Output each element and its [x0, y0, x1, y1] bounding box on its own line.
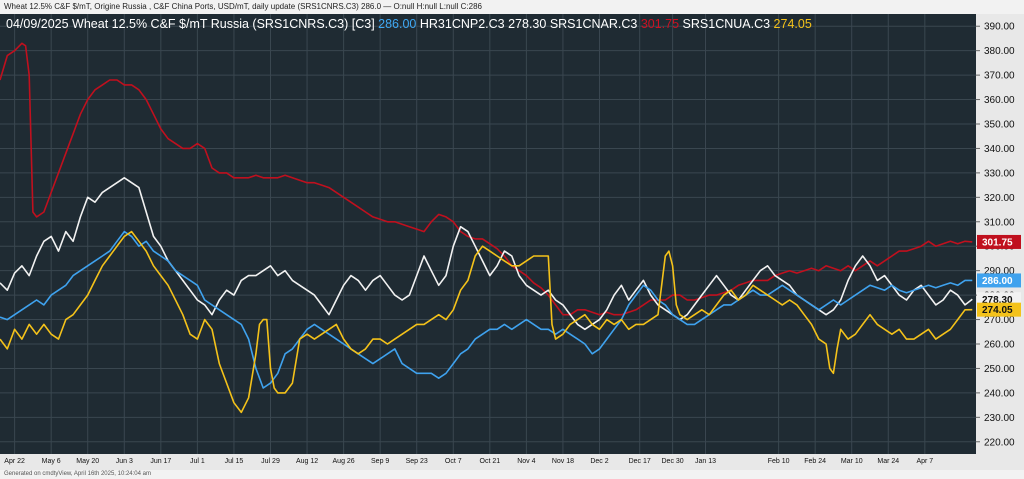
value-tag-label: 278.30 [982, 295, 1013, 306]
y-tick-label: 270.00 [984, 315, 1015, 326]
x-tick-label: Feb 10 [768, 458, 790, 465]
x-tick-label: Jul 1 [190, 458, 205, 465]
value-tag-label: 274.05 [982, 305, 1013, 316]
x-axis-panel [0, 454, 1024, 470]
x-tick-label: Oct 21 [480, 458, 501, 465]
y-axis: 220.00230.00240.00250.00260.00270.00280.… [976, 14, 1024, 454]
y-tick-label: 290.00 [984, 266, 1015, 277]
y-tick-label: 230.00 [984, 413, 1015, 424]
x-tick-label: Jun 17 [150, 458, 171, 465]
value-tag: 301.75 [977, 234, 1021, 249]
price-line-chart[interactable]: 220.00230.00240.00250.00260.00270.00280.… [0, 14, 1024, 470]
y-tick-label: 330.00 [984, 168, 1015, 179]
x-tick-label: Nov 18 [552, 458, 574, 465]
x-tick-label: Dec 17 [629, 458, 651, 465]
y-tick-label: 370.00 [984, 71, 1015, 82]
x-tick-label: Mar 24 [877, 458, 899, 465]
value-tag-label: 301.75 [982, 237, 1013, 248]
x-tick-label: Sep 23 [406, 458, 428, 465]
y-tick-label: 250.00 [984, 364, 1015, 375]
x-tick-label: May 20 [76, 458, 99, 465]
legend-item: 278.30 [505, 17, 547, 31]
legend-item: SRS1CNUA.C3 [679, 17, 770, 31]
chart-legend: 04/09/2025 Wheat 12.5% C&F $/mT Russia (… [6, 17, 812, 31]
legend-item: HR31CNP2.C3 [416, 17, 504, 31]
x-tick-label: Oct 7 [445, 458, 462, 465]
legend-item: SRS1CNAR.C3 [546, 17, 637, 31]
x-tick-label: Aug 12 [296, 458, 318, 465]
series-line-srs1cnar-c3[interactable] [0, 42, 973, 316]
generated-text: Generated on cmdtyView, April 16th 2025,… [4, 471, 151, 477]
x-tick-label: Aug 26 [333, 458, 355, 465]
series-lines [0, 42, 973, 414]
legend-item: 04/09/2025 Wheat 12.5% C&F $/mT Russia (… [6, 17, 375, 31]
y-tick-label: 240.00 [984, 388, 1015, 399]
y-tick-label: 390.00 [984, 22, 1015, 33]
legend-item: 274.05 [770, 17, 812, 31]
value-tag: 274.05 [977, 302, 1021, 317]
y-tick-label: 340.00 [984, 144, 1015, 155]
legend-item: 286.00 [375, 17, 417, 31]
series-line-srs1cnrs-c3[interactable] [0, 230, 973, 389]
legend-item: 301.75 [637, 17, 679, 31]
x-tick-label: May 6 [42, 458, 61, 465]
y-tick-label: 260.00 [984, 340, 1015, 351]
chart-info-header: Wheat 12.5% C&F $/mT, Origine Russia , C… [0, 0, 1024, 14]
y-tick-label: 360.00 [984, 95, 1015, 106]
value-tag-box [977, 302, 1021, 317]
x-tick-label: Dec 30 [662, 458, 684, 465]
y-tick-label: 310.00 [984, 217, 1015, 228]
series-line-srs1cnua-c3[interactable] [0, 230, 973, 414]
x-tick-label: Jul 29 [261, 458, 280, 465]
x-tick-label: Apr 7 [916, 458, 933, 465]
x-tick-label: Jul 15 [225, 458, 244, 465]
y-tick-label: 380.00 [984, 46, 1015, 57]
y-tick-label: 220.00 [984, 437, 1015, 448]
chart-footer: Generated on cmdtyView, April 16th 2025,… [0, 470, 1024, 479]
chart-info-text: Wheat 12.5% C&F $/mT, Origine Russia , C… [4, 2, 482, 11]
x-axis: Apr 22 May 6 May 20 Jun 3 Jun 17 Jul 1 Jul 15 J… [0, 454, 1024, 470]
x-tick-label: Apr 22 [4, 458, 25, 465]
x-tick-label: Jan 13 [695, 458, 716, 465]
plot-area [0, 14, 976, 454]
x-tick-label: Mar 10 [841, 458, 863, 465]
x-tick-label: Feb 24 [804, 458, 826, 465]
value-tag: 286.00 [977, 273, 1021, 288]
x-tick-label: Sep 9 [371, 458, 389, 465]
x-tick-label: Nov 4 [517, 458, 535, 465]
y-tick-label: 320.00 [984, 193, 1015, 204]
value-tag-box [977, 273, 1021, 288]
x-tick-label: Dec 2 [590, 458, 608, 465]
value-tag-label: 286.00 [982, 276, 1013, 287]
y-axis-panel [976, 14, 1024, 454]
x-tick-label: Jun 3 [116, 458, 133, 465]
y-tick-label: 350.00 [984, 120, 1015, 131]
grid-lines [0, 14, 976, 454]
value-tag-box [977, 234, 1021, 249]
